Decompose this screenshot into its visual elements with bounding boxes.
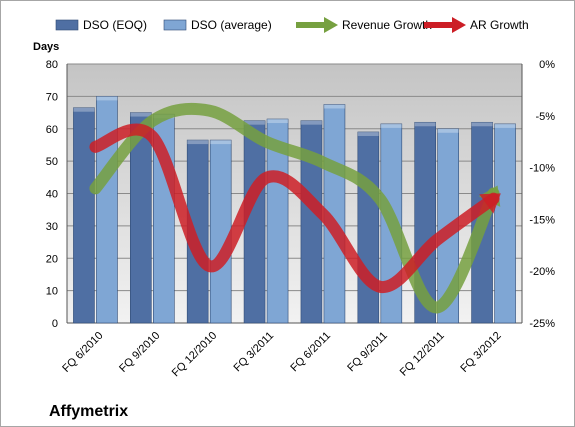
bar-highlight xyxy=(187,140,209,145)
bar-highlight xyxy=(130,112,152,117)
legend-swatch xyxy=(163,19,187,31)
x-tick-label: FQ 9/2011 xyxy=(345,330,390,375)
legend: DSO (EOQ) DSO (average) Revenue Growth AR G… xyxy=(55,17,529,33)
legend-item: Revenue Growth xyxy=(296,17,432,33)
bar-highlight xyxy=(244,120,266,125)
bar xyxy=(494,123,516,324)
y-tick-label: 30 xyxy=(46,221,58,233)
bar-highlight xyxy=(267,119,289,124)
y-tick-label: 40 xyxy=(46,189,58,201)
y-axis-ticks: 0 10 20 30 40 50 60 70 80 xyxy=(46,59,58,330)
legend-label: DSO (average) xyxy=(191,18,272,32)
y2-tick-label: -25% xyxy=(529,318,555,330)
x-tick-label: FQ 3/2012 xyxy=(458,330,503,375)
legend-label: DSO (EOQ) xyxy=(83,18,147,32)
series-ar-growth xyxy=(89,123,501,293)
bar-highlight xyxy=(437,128,459,133)
x-axis-ticks: FQ 6/2010 FQ 9/2010 FQ 12/2010 FQ 3/2011 FQ … xyxy=(60,330,503,380)
legend-item: DSO (average) xyxy=(163,18,272,32)
bar xyxy=(266,118,289,324)
bar-highlight xyxy=(380,123,402,128)
bar-highlight xyxy=(73,107,95,112)
series-line xyxy=(89,102,500,314)
series-line xyxy=(89,123,500,293)
bar-highlight xyxy=(414,122,436,127)
legend-label: Revenue Growth xyxy=(342,18,432,32)
x-tick-label: FQ 12/2010 xyxy=(170,330,220,380)
x-tick-label: FQ 12/2011 xyxy=(398,330,447,379)
x-tick-label: FQ 6/2010 xyxy=(60,330,105,375)
series-dso-eoq- xyxy=(73,107,493,324)
legend-swatch xyxy=(55,19,79,31)
arrowhead-icon xyxy=(479,193,501,214)
bar xyxy=(357,131,380,324)
x-tick-label: FQ 9/2010 xyxy=(117,330,162,375)
y2-tick-label: -5% xyxy=(535,111,555,123)
y2-tick-label: 0% xyxy=(539,59,555,71)
bar xyxy=(73,107,95,324)
bar-highlight xyxy=(323,104,345,109)
bar-highlight xyxy=(210,140,232,145)
bar xyxy=(96,96,118,324)
arrow-icon xyxy=(452,17,466,33)
legend-item: AR Growth xyxy=(424,17,529,33)
bar-highlight xyxy=(357,131,379,136)
y-tick-label: 50 xyxy=(46,156,58,168)
legend-label: AR Growth xyxy=(470,18,529,32)
bar xyxy=(130,112,152,324)
y2-axis-ticks: 0% -5% -10% -15% -20% -25% xyxy=(529,59,555,330)
y-tick-label: 80 xyxy=(46,59,58,71)
y-tick-label: 20 xyxy=(46,253,58,265)
x-tick-label: FQ 6/2011 xyxy=(288,330,333,375)
arrow-icon xyxy=(324,17,338,33)
bar-highlight xyxy=(494,123,516,128)
y2-tick-label: -15% xyxy=(529,214,555,226)
y2-tick-label: -10% xyxy=(529,163,555,175)
bar-highlight xyxy=(471,122,493,127)
bar-highlight xyxy=(300,120,322,125)
company-name: Affymetrix xyxy=(49,403,128,420)
bar xyxy=(243,120,266,324)
bar xyxy=(414,121,436,324)
y2-tick-label: -20% xyxy=(529,266,555,278)
legend-item: DSO (EOQ) xyxy=(55,18,147,32)
y-tick-label: 70 xyxy=(46,91,58,103)
y-tick-label: 0 xyxy=(52,318,58,330)
x-tick-label: FQ 3/2011 xyxy=(232,330,277,375)
plot-area xyxy=(66,63,523,324)
y-tick-label: 10 xyxy=(46,286,58,298)
bar xyxy=(209,139,232,324)
y-tick-label: 60 xyxy=(46,124,58,136)
bar-highlight xyxy=(96,96,118,101)
y-axis-label: Days xyxy=(33,41,59,53)
